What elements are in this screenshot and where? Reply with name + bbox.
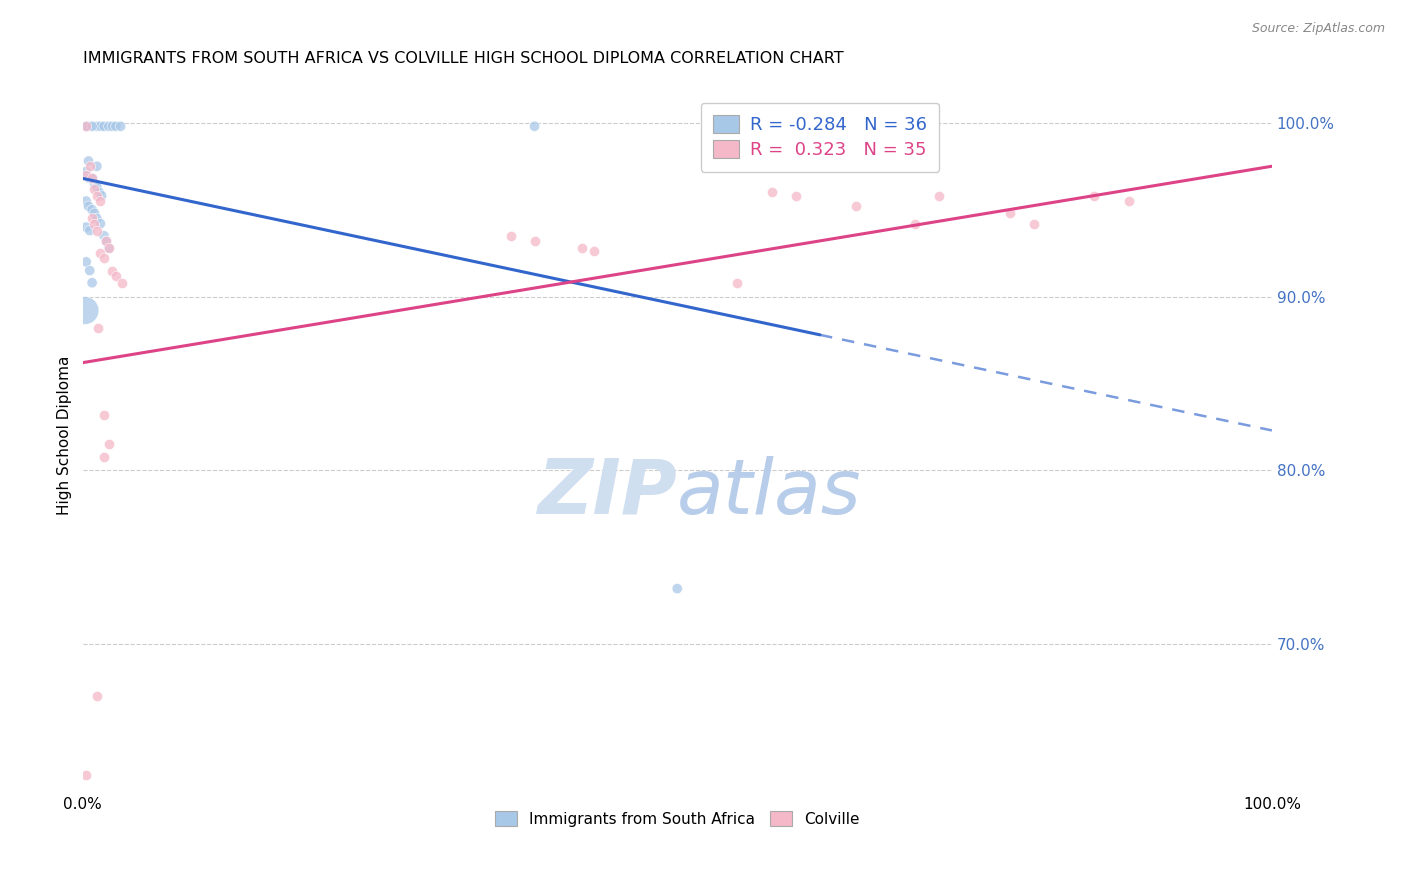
Point bbox=[89, 120, 111, 134]
Point bbox=[101, 120, 124, 134]
Point bbox=[90, 189, 112, 203]
Point bbox=[96, 234, 118, 248]
Point bbox=[86, 690, 108, 704]
Point bbox=[523, 234, 546, 248]
Point bbox=[75, 120, 97, 134]
Point bbox=[97, 241, 120, 255]
Point bbox=[97, 437, 120, 451]
Point bbox=[97, 241, 120, 255]
Point bbox=[82, 276, 104, 290]
Point bbox=[86, 189, 108, 203]
Point bbox=[725, 276, 748, 290]
Point bbox=[86, 120, 108, 134]
Point bbox=[571, 241, 593, 255]
Point bbox=[82, 171, 104, 186]
Point bbox=[104, 120, 127, 134]
Point bbox=[1000, 206, 1022, 220]
Point bbox=[75, 164, 97, 178]
Point bbox=[82, 171, 104, 186]
Point bbox=[93, 120, 115, 134]
Point bbox=[582, 244, 605, 259]
Point bbox=[87, 321, 110, 335]
Point bbox=[1083, 189, 1105, 203]
Point bbox=[86, 211, 108, 226]
Point bbox=[83, 217, 105, 231]
Point bbox=[86, 159, 108, 173]
Point bbox=[77, 120, 100, 134]
Point bbox=[845, 199, 868, 213]
Point bbox=[86, 180, 108, 194]
Point bbox=[83, 206, 105, 220]
Point bbox=[77, 199, 100, 213]
Point bbox=[75, 220, 97, 235]
Y-axis label: High School Diploma: High School Diploma bbox=[58, 356, 72, 516]
Point bbox=[83, 182, 105, 196]
Point bbox=[523, 120, 546, 134]
Point bbox=[93, 450, 115, 464]
Text: atlas: atlas bbox=[678, 456, 862, 530]
Point bbox=[79, 171, 101, 186]
Point bbox=[928, 189, 950, 203]
Point bbox=[75, 194, 97, 208]
Point bbox=[89, 246, 111, 260]
Point bbox=[666, 582, 689, 596]
Point bbox=[79, 159, 101, 173]
Point bbox=[1118, 194, 1140, 208]
Text: ZIP: ZIP bbox=[537, 456, 678, 530]
Point bbox=[79, 223, 101, 237]
Point bbox=[97, 120, 120, 134]
Point bbox=[82, 120, 104, 134]
Point bbox=[89, 194, 111, 208]
Point bbox=[83, 177, 105, 191]
Point bbox=[75, 255, 97, 269]
Point bbox=[75, 168, 97, 182]
Point bbox=[1022, 217, 1045, 231]
Point bbox=[96, 234, 118, 248]
Point bbox=[93, 228, 115, 243]
Point bbox=[82, 211, 104, 226]
Point bbox=[89, 217, 111, 231]
Point bbox=[75, 767, 97, 781]
Point bbox=[75, 120, 97, 134]
Point bbox=[79, 263, 101, 277]
Point bbox=[785, 189, 807, 203]
Point bbox=[110, 120, 132, 134]
Point bbox=[101, 263, 124, 277]
Point bbox=[86, 223, 108, 237]
Legend: Immigrants from South Africa, Colville: Immigrants from South Africa, Colville bbox=[488, 804, 868, 834]
Point bbox=[77, 154, 100, 169]
Point bbox=[111, 276, 134, 290]
Text: Source: ZipAtlas.com: Source: ZipAtlas.com bbox=[1251, 22, 1385, 36]
Point bbox=[499, 228, 522, 243]
Point bbox=[93, 252, 115, 266]
Point bbox=[904, 217, 927, 231]
Point bbox=[761, 186, 783, 200]
Text: IMMIGRANTS FROM SOUTH AFRICA VS COLVILLE HIGH SCHOOL DIPLOMA CORRELATION CHART: IMMIGRANTS FROM SOUTH AFRICA VS COLVILLE… bbox=[83, 51, 844, 66]
Point bbox=[93, 408, 115, 422]
Point bbox=[82, 202, 104, 217]
Point bbox=[73, 303, 96, 318]
Point bbox=[89, 186, 111, 200]
Point bbox=[104, 268, 127, 283]
